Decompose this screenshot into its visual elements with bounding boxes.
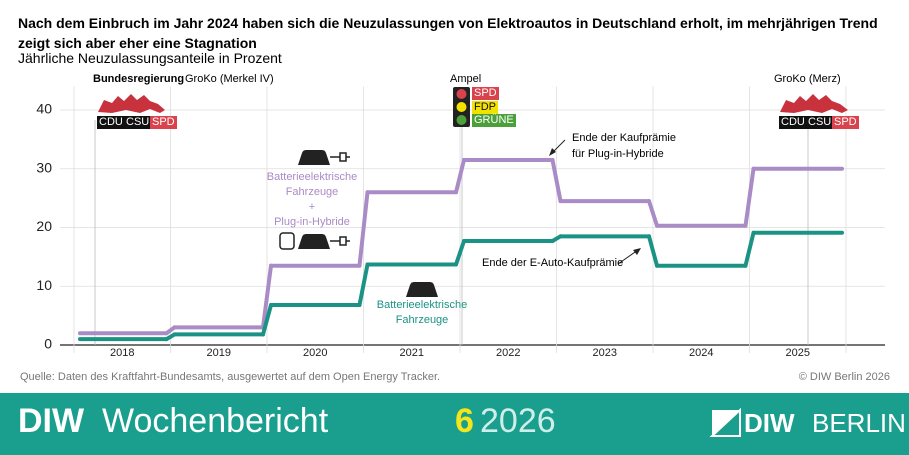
party: CDU [779,116,807,129]
line-connector [647,234,659,268]
party: SPD [150,116,177,129]
footer-band [0,393,909,455]
line-connector [261,303,273,337]
x-tick-label: 2022 [496,347,520,359]
issue: 6 [455,402,474,440]
x-tick-label: 2018 [110,347,134,359]
series-label: Batterieelektrische Fahrzeuge + Plug-in-… [266,171,358,228]
line-connector [357,262,370,308]
annotation: Ende der E-Auto-Kaufprämie [482,257,624,269]
x-tick-label: 2024 [689,347,713,359]
party: SPD [472,87,499,100]
party: CSU [124,116,152,129]
line-connector [454,157,466,195]
icons [94,87,848,437]
y-tick-label: 0 [44,336,52,352]
chart-subtitle: Jährliche Neuzulassungsanteile in Prozen… [18,50,282,66]
line-connector [454,239,466,267]
source: Quelle: Daten des Kraftfahrt-Bundesamts,… [20,371,441,383]
x-tick-label: 2023 [593,347,617,359]
publication: Wochenbericht [102,402,329,440]
x-tick-label: 2020 [303,347,327,359]
line-connector [647,199,659,228]
government-label: Ampel [450,73,482,85]
party: FDP [472,101,498,114]
logo: DIW [744,408,795,438]
party: GRÜNE [472,114,516,127]
chart-title: Nach dem Einbruch im Jahr 2024 haben sic… [18,15,878,51]
copyright: © DIW Berlin 2026 [798,371,890,383]
y-tick-label: 20 [36,218,52,234]
annotation: Ende der Kaufprämie für Plug-in-Hybride [572,132,676,160]
x-tick-label: 2025 [786,347,810,359]
line-connector [550,157,563,204]
line-connector [743,166,756,228]
series-label: Batterieelektrische Fahrzeuge [376,299,468,326]
brand: DIW [18,402,85,440]
year: 2026 [480,402,556,440]
government-label: GroKo (Merz) [774,73,841,85]
party: CSU [806,116,834,129]
y-tick-label: 10 [36,277,52,293]
y-tick-label: 40 [36,101,52,117]
x-tick-label: 2019 [207,347,231,359]
line-connector [261,263,273,330]
line-connector [357,190,370,268]
logo: BERLIN [812,408,906,438]
government-heading: Bundesregierung [93,73,185,85]
y-tick-label: 30 [36,159,52,175]
party: CDU [97,116,125,129]
line-connector [743,230,756,268]
x-tick-label: 2021 [400,347,424,359]
government-label: GroKo (Merkel IV) [185,73,274,85]
party: SPD [832,116,859,129]
